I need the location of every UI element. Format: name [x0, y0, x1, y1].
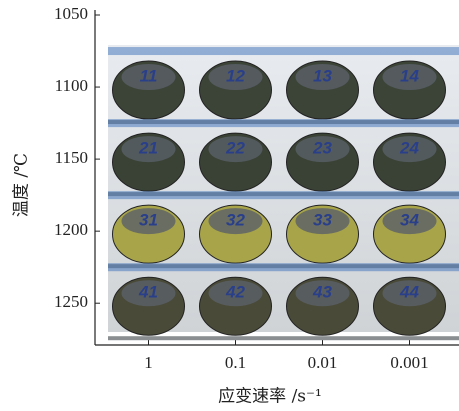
specimen-label: 31	[139, 211, 158, 230]
y-tick-label: 1200	[54, 220, 88, 239]
specimen-label: 21	[138, 139, 158, 158]
x-tick-label: 0.1	[225, 353, 246, 372]
y-tick-label: 1150	[55, 148, 88, 167]
figure: 温度 /℃ 应变速率 /s⁻¹ 1050 1100 1150 1200 1250 1 0.1…	[0, 0, 459, 411]
stripe	[108, 47, 459, 55]
x-tick-label: 0.001	[390, 353, 428, 372]
specimen-label: 43	[312, 283, 332, 302]
specimen-label: 12	[226, 67, 245, 86]
specimen-label: 41	[138, 283, 158, 302]
y-tick-label: 1050	[54, 4, 88, 23]
specimen-label: 13	[313, 67, 332, 86]
y-tick-label: 1250	[54, 292, 88, 311]
specimen-label: 42	[225, 283, 245, 302]
specimen-label: 24	[399, 139, 419, 158]
shelf	[108, 336, 459, 340]
y-axis-label: 温度 /℃	[12, 153, 32, 217]
specimen-label: 11	[140, 67, 158, 86]
specimen-label: 33	[313, 211, 332, 230]
specimen-label: 22	[225, 139, 245, 158]
specimen-label: 14	[400, 67, 419, 86]
x-axis-label: 应变速率 /s⁻¹	[218, 387, 322, 407]
specimen-label: 44	[399, 283, 419, 302]
y-tick-label: 1100	[55, 76, 88, 95]
stripe	[108, 263, 459, 271]
x-tick-label: 0.01	[308, 353, 338, 372]
x-tick-label: 1	[144, 353, 153, 372]
stripe	[108, 191, 459, 199]
specimen-label: 32	[226, 211, 245, 230]
specimen-label: 34	[400, 211, 419, 230]
stripe	[108, 119, 459, 127]
specimen-label: 23	[312, 139, 332, 158]
